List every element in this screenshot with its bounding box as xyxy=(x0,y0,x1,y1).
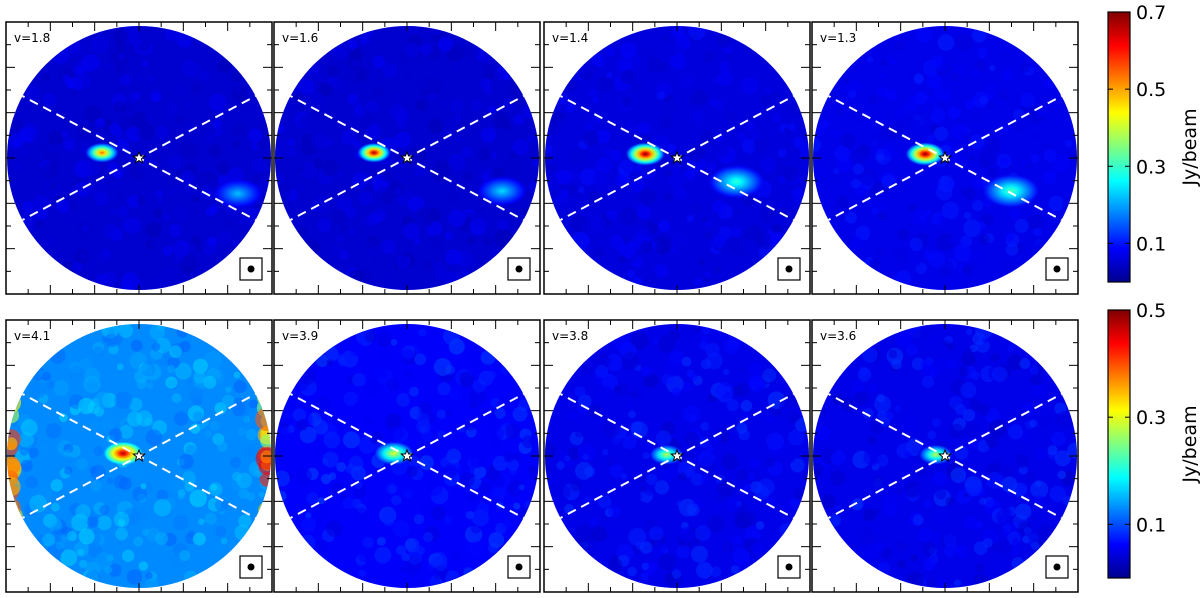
emission-peak xyxy=(918,444,954,465)
star-icon xyxy=(670,150,684,165)
velocity-label: v=3.6 xyxy=(820,329,856,343)
channel-panel: v=3.6 xyxy=(811,319,1079,593)
emission-peak xyxy=(211,178,265,210)
emission-peak xyxy=(356,142,392,164)
colorbar: 0.7 0.5 0.3 0.1 Jy/beam xyxy=(1107,2,1200,283)
star-icon xyxy=(938,150,952,165)
panel-grid: v=1.8 v=1.6 v=1.4 v=1.3 v=4.1 v=3.9 v=3.8 v=3.6 xyxy=(5,21,1079,593)
colorbar-tick-label: 0.1 xyxy=(1136,514,1166,536)
velocity-label: v=4.1 xyxy=(14,329,50,343)
channel-panel: v=4.1 xyxy=(5,319,273,593)
channel-panel: v=1.4 xyxy=(543,21,811,295)
velocity-label: v=1.6 xyxy=(282,31,318,45)
channel-panel: v=1.6 xyxy=(273,21,541,295)
channel-panel: v=1.3 xyxy=(811,21,1079,295)
emission-peak xyxy=(904,142,946,167)
colorbar: 0.5 0.3 0.1 Jy/beam xyxy=(1107,300,1200,579)
colorbar-scale xyxy=(1107,11,1131,283)
velocity-label: v=1.8 xyxy=(14,31,50,45)
colorbar-tick-label: 0.3 xyxy=(1136,156,1166,178)
velocity-label: v=1.4 xyxy=(552,31,588,45)
star-icon xyxy=(938,448,952,463)
colorbar-scale xyxy=(1107,309,1131,579)
velocity-label: v=1.3 xyxy=(820,31,856,45)
colorbar-tick-label: 0.5 xyxy=(1136,79,1166,101)
star-icon xyxy=(400,448,414,463)
emission-peak xyxy=(707,164,766,199)
colorbar-label: Jy/beam xyxy=(1179,405,1200,483)
velocity-label: v=3.8 xyxy=(552,329,588,343)
colorbars: 0.7 0.5 0.3 0.1 Jy/beam 0.5 0.3 0.1 Jy/beam xyxy=(1107,2,1200,579)
emission-peak xyxy=(981,173,1041,209)
emission-peak xyxy=(102,441,144,466)
channel-panel: v=3.9 xyxy=(273,319,541,593)
channel-panel: v=1.8 xyxy=(5,21,273,295)
emission-peak xyxy=(624,142,666,167)
colorbar-tick-label: 0.5 xyxy=(1136,300,1166,322)
colorbar-tick-label: 0.1 xyxy=(1136,233,1166,255)
star-icon xyxy=(670,448,684,463)
star-icon xyxy=(400,150,414,165)
colorbar-tick-label: 0.7 xyxy=(1136,2,1166,24)
colorbar-label: Jy/beam xyxy=(1179,108,1200,186)
emission-peak xyxy=(84,142,120,164)
channel-panel: v=3.8 xyxy=(543,319,811,593)
star-icon xyxy=(132,448,146,463)
emission-peak xyxy=(475,175,529,207)
star-icon xyxy=(132,150,146,165)
colorbar-tick-label: 0.3 xyxy=(1136,407,1166,429)
velocity-label: v=3.9 xyxy=(282,329,318,343)
